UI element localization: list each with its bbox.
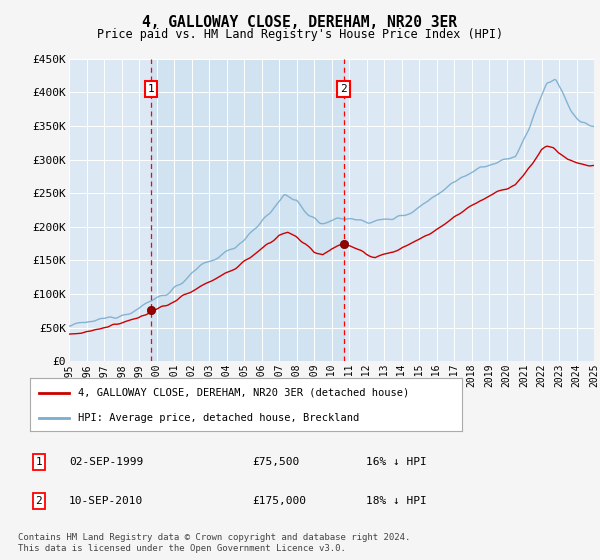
- Text: 1: 1: [35, 457, 43, 467]
- Bar: [151, 59, 344, 361]
- Text: 16% ↓ HPI: 16% ↓ HPI: [366, 457, 427, 467]
- Text: Price paid vs. HM Land Registry's House Price Index (HPI): Price paid vs. HM Land Registry's House …: [97, 28, 503, 41]
- Text: HPI: Average price, detached house, Breckland: HPI: Average price, detached house, Brec…: [77, 413, 359, 423]
- Text: 2: 2: [340, 84, 347, 94]
- Text: 2: 2: [35, 496, 43, 506]
- Text: 4, GALLOWAY CLOSE, DEREHAM, NR20 3ER (detached house): 4, GALLOWAY CLOSE, DEREHAM, NR20 3ER (de…: [77, 388, 409, 398]
- Text: £175,000: £175,000: [252, 496, 306, 506]
- Text: 10-SEP-2010: 10-SEP-2010: [69, 496, 143, 506]
- Text: 02-SEP-1999: 02-SEP-1999: [69, 457, 143, 467]
- Text: 1: 1: [148, 84, 154, 94]
- Text: £75,500: £75,500: [252, 457, 299, 467]
- Text: Contains HM Land Registry data © Crown copyright and database right 2024.
This d: Contains HM Land Registry data © Crown c…: [18, 533, 410, 553]
- Text: 4, GALLOWAY CLOSE, DEREHAM, NR20 3ER: 4, GALLOWAY CLOSE, DEREHAM, NR20 3ER: [143, 15, 458, 30]
- Text: 18% ↓ HPI: 18% ↓ HPI: [366, 496, 427, 506]
